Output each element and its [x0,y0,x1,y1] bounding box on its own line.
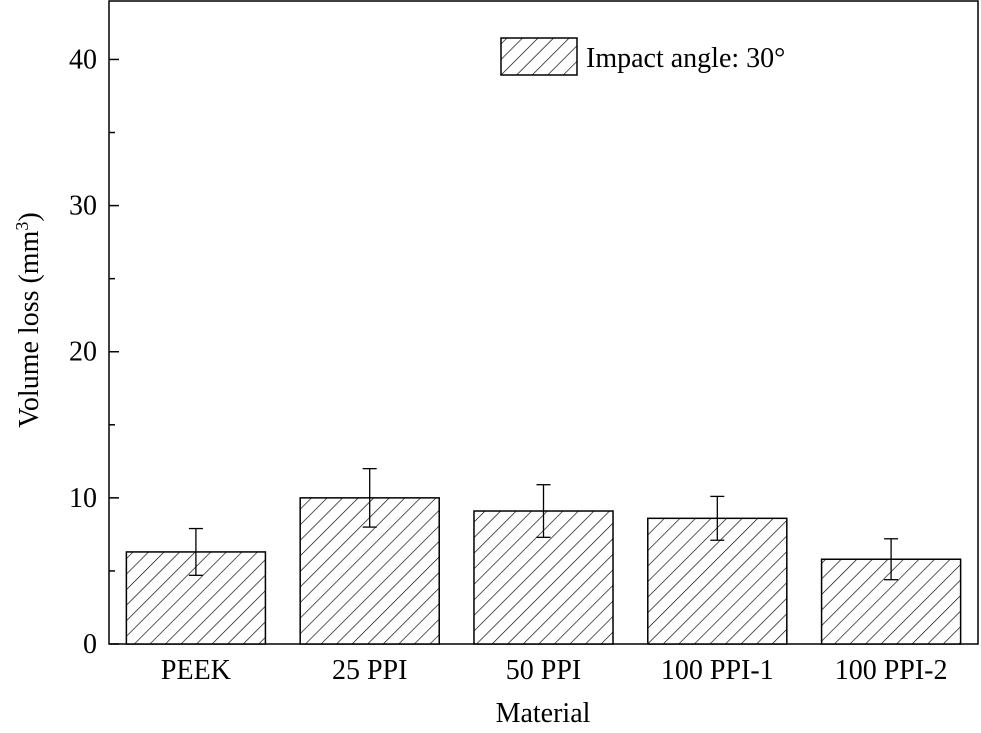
x-tick-label-2: 50 PPI [506,655,581,686]
x-tick-label-0: PEEK [161,655,231,686]
y-axis-title-main: Volume loss (mm [14,230,45,427]
x-tick-label-3: 100 PPI-1 [661,655,774,686]
y-axis-title-close: ) [14,212,45,221]
x-axis-category-labels: PEEK 25 PPI 50 PPI 100 PPI-1 100 PPI-2 [161,655,948,686]
legend: Impact angle: 30° [500,37,785,76]
y-axis-ticks: 0 10 20 30 40 [69,44,119,660]
x-tick-label-4: 100 PPI-2 [835,655,948,686]
error-bars-group [188,467,899,581]
y-tick-label-30: 30 [69,191,97,222]
y-axis-title-superscript: 3 [12,222,32,231]
y-axis-title: Volume loss (mm3) [12,212,45,427]
legend-swatch [500,37,578,76]
y-tick-label-20: 20 [69,337,97,368]
y-tick-label-40: 40 [69,44,97,75]
x-tick-label-1: 25 PPI [332,655,407,686]
y-tick-label-10: 10 [69,483,97,514]
bars-group [125,497,962,645]
y-tick-label-0: 0 [83,629,97,660]
x-axis-title: Material [496,698,591,729]
legend-label: Impact angle: 30° [586,43,785,74]
